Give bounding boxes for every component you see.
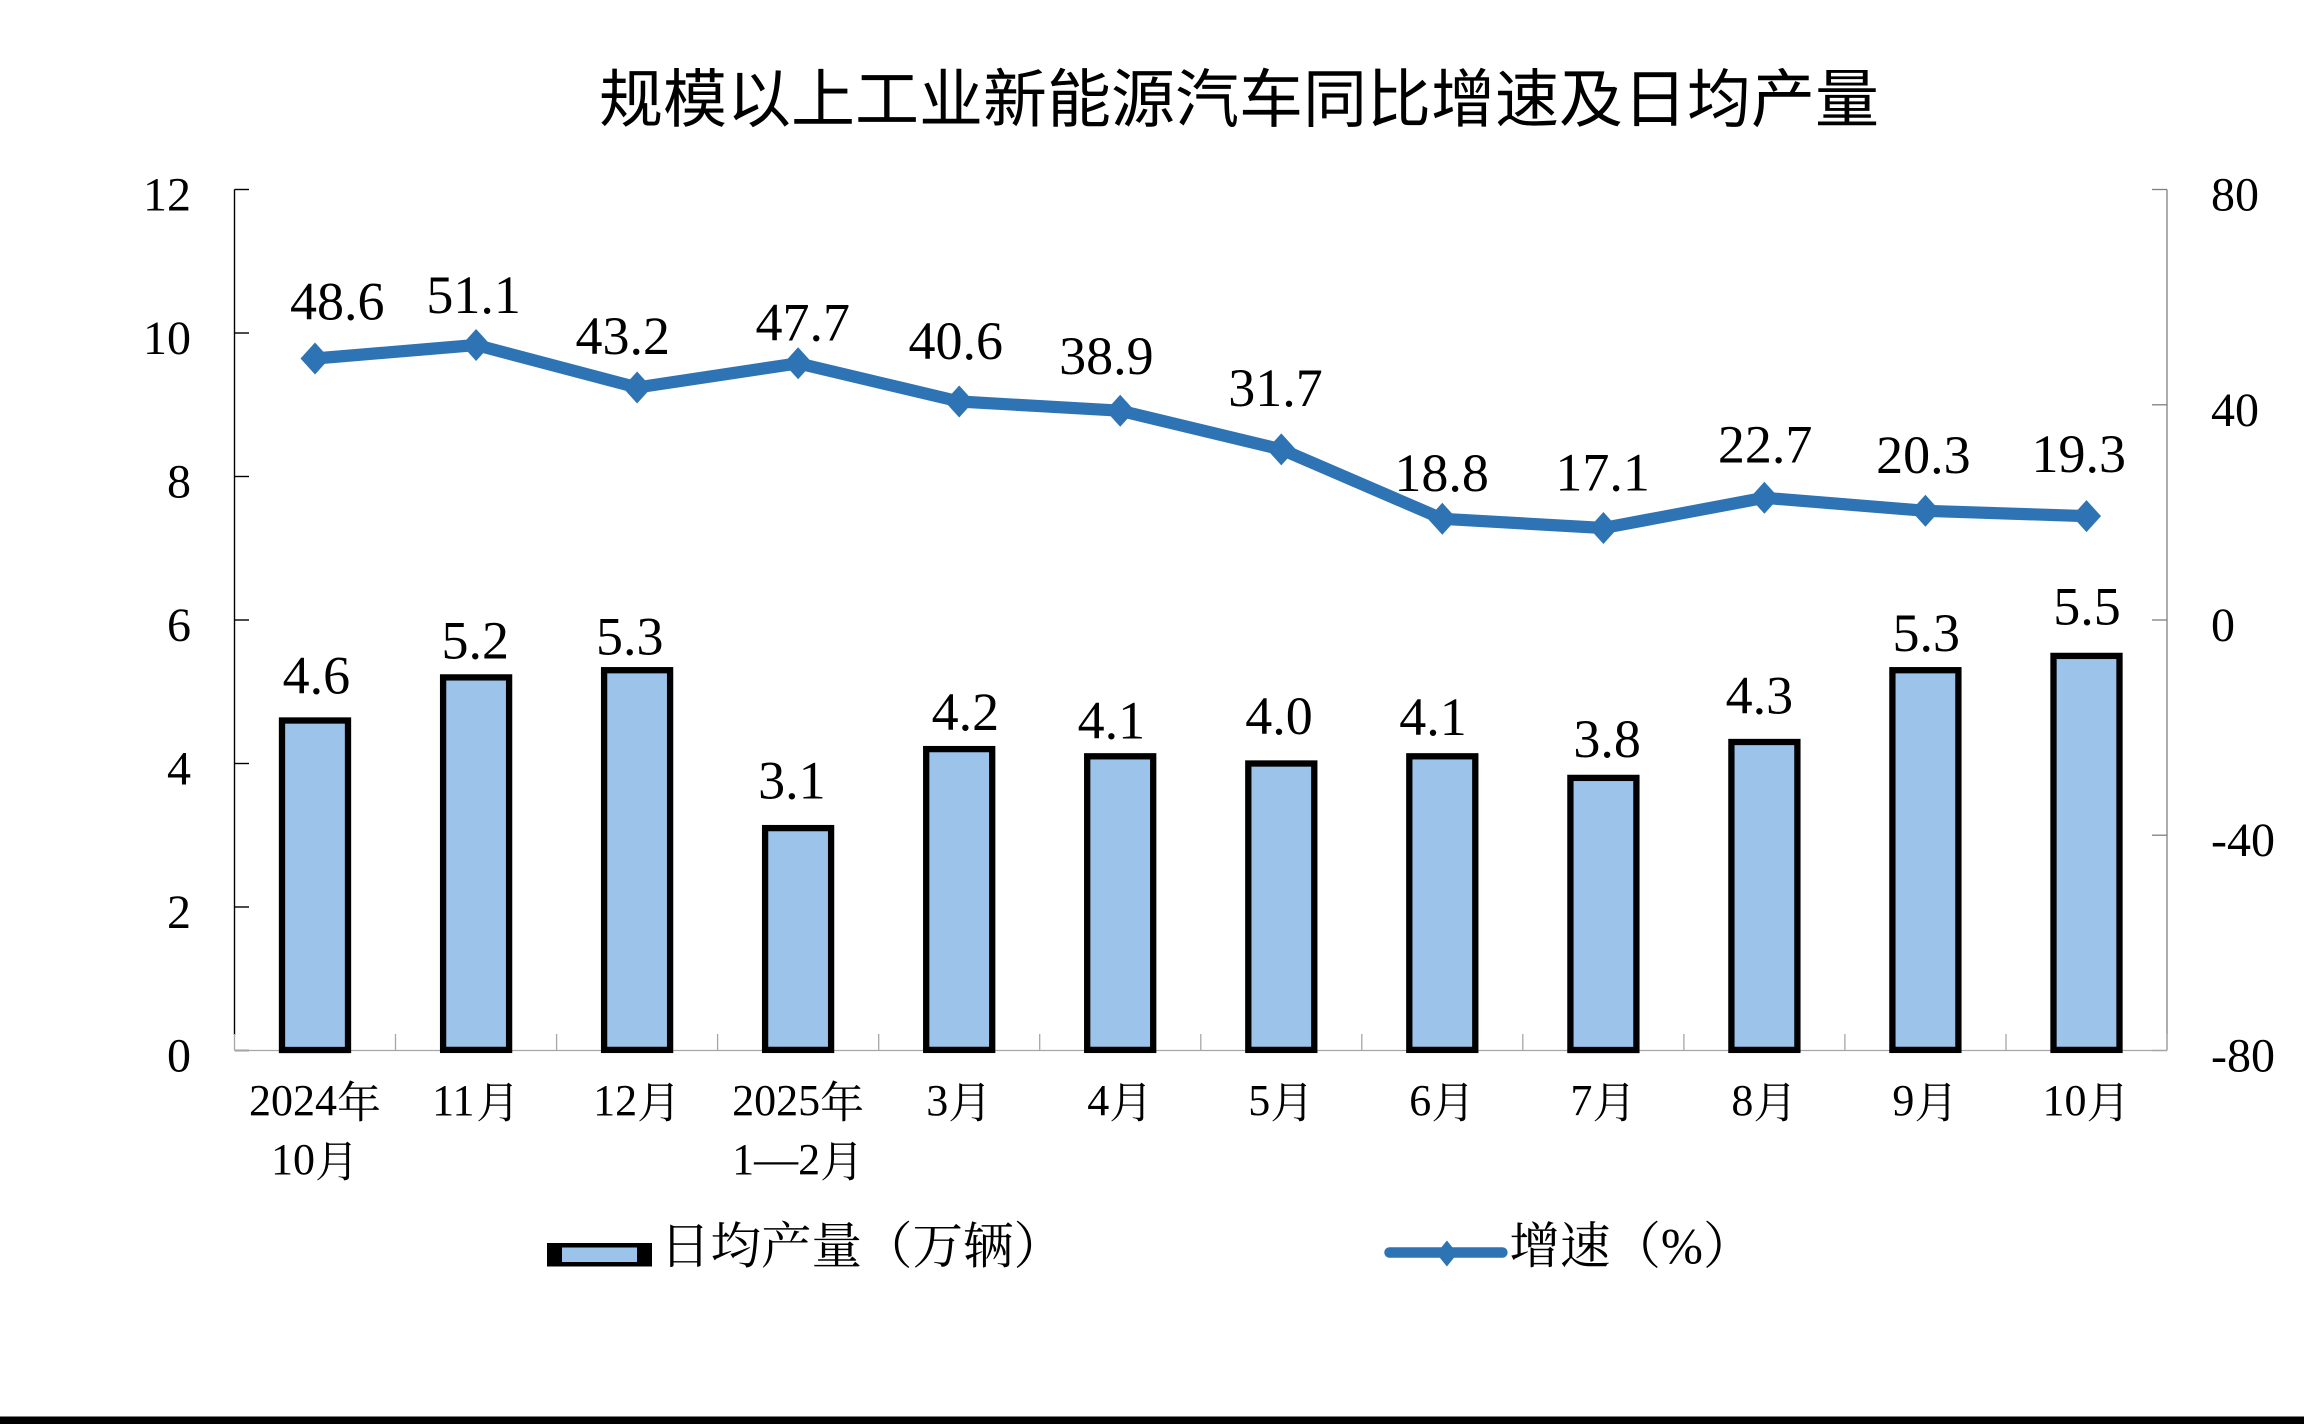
- svg-text:40.6: 40.6: [908, 311, 1003, 371]
- svg-text:0: 0: [2211, 599, 2235, 652]
- svg-text:3: 3: [926, 1076, 948, 1125]
- svg-text:2024: 2024: [249, 1076, 337, 1125]
- svg-text:10: 10: [271, 1135, 315, 1184]
- svg-text:20.3: 20.3: [1876, 425, 1971, 485]
- svg-text:-40: -40: [2211, 814, 2275, 867]
- svg-text:6: 6: [1409, 1076, 1431, 1125]
- svg-text:9: 9: [1892, 1076, 1914, 1125]
- svg-text:31.7: 31.7: [1228, 358, 1323, 418]
- svg-text:10: 10: [2043, 1076, 2087, 1125]
- svg-text:4: 4: [167, 743, 191, 796]
- svg-text:4.1: 4.1: [1399, 687, 1467, 747]
- svg-text:5: 5: [1248, 1076, 1270, 1125]
- svg-text:2: 2: [167, 886, 191, 939]
- svg-text:80: 80: [2211, 169, 2259, 222]
- svg-text:51.1: 51.1: [426, 265, 521, 325]
- svg-text:5.5: 5.5: [2053, 577, 2121, 637]
- svg-text:3.8: 3.8: [1573, 709, 1641, 769]
- svg-text:8: 8: [167, 456, 191, 509]
- svg-text:19.3: 19.3: [2031, 424, 2126, 484]
- svg-text:5.3: 5.3: [1892, 603, 1960, 663]
- svg-text:6: 6: [167, 599, 191, 652]
- svg-text:4.6: 4.6: [283, 646, 351, 706]
- svg-text:40: 40: [2211, 384, 2259, 437]
- svg-text:7: 7: [1570, 1076, 1592, 1125]
- svg-text:-80: -80: [2211, 1030, 2275, 1083]
- svg-text:47.7: 47.7: [756, 292, 851, 352]
- svg-text:4.3: 4.3: [1726, 666, 1794, 726]
- svg-text:48.6: 48.6: [290, 272, 385, 332]
- svg-text:2025: 2025: [732, 1076, 820, 1125]
- svg-text:4.0: 4.0: [1245, 686, 1313, 746]
- svg-text:4.2: 4.2: [932, 682, 1000, 742]
- svg-text:11: 11: [432, 1076, 474, 1125]
- svg-text:8: 8: [1731, 1076, 1753, 1125]
- svg-text:38.9: 38.9: [1059, 326, 1154, 386]
- svg-text:18.8: 18.8: [1394, 443, 1489, 503]
- svg-text:3.1: 3.1: [758, 750, 826, 810]
- svg-text:4: 4: [1087, 1076, 1109, 1125]
- svg-text:22.7: 22.7: [1718, 415, 1813, 475]
- svg-text:12: 12: [143, 169, 191, 222]
- svg-text:17.1: 17.1: [1555, 443, 1650, 503]
- svg-text:0: 0: [167, 1030, 191, 1083]
- svg-text:10: 10: [143, 312, 191, 365]
- svg-text:4.1: 4.1: [1078, 691, 1146, 751]
- svg-text:5.3: 5.3: [596, 607, 664, 667]
- svg-text:12: 12: [593, 1076, 637, 1125]
- svg-text:1—2: 1—2: [732, 1135, 820, 1184]
- svg-text:43.2: 43.2: [575, 306, 670, 366]
- svg-text:5.2: 5.2: [441, 611, 509, 671]
- svg-text:%: %: [1661, 1219, 1703, 1275]
